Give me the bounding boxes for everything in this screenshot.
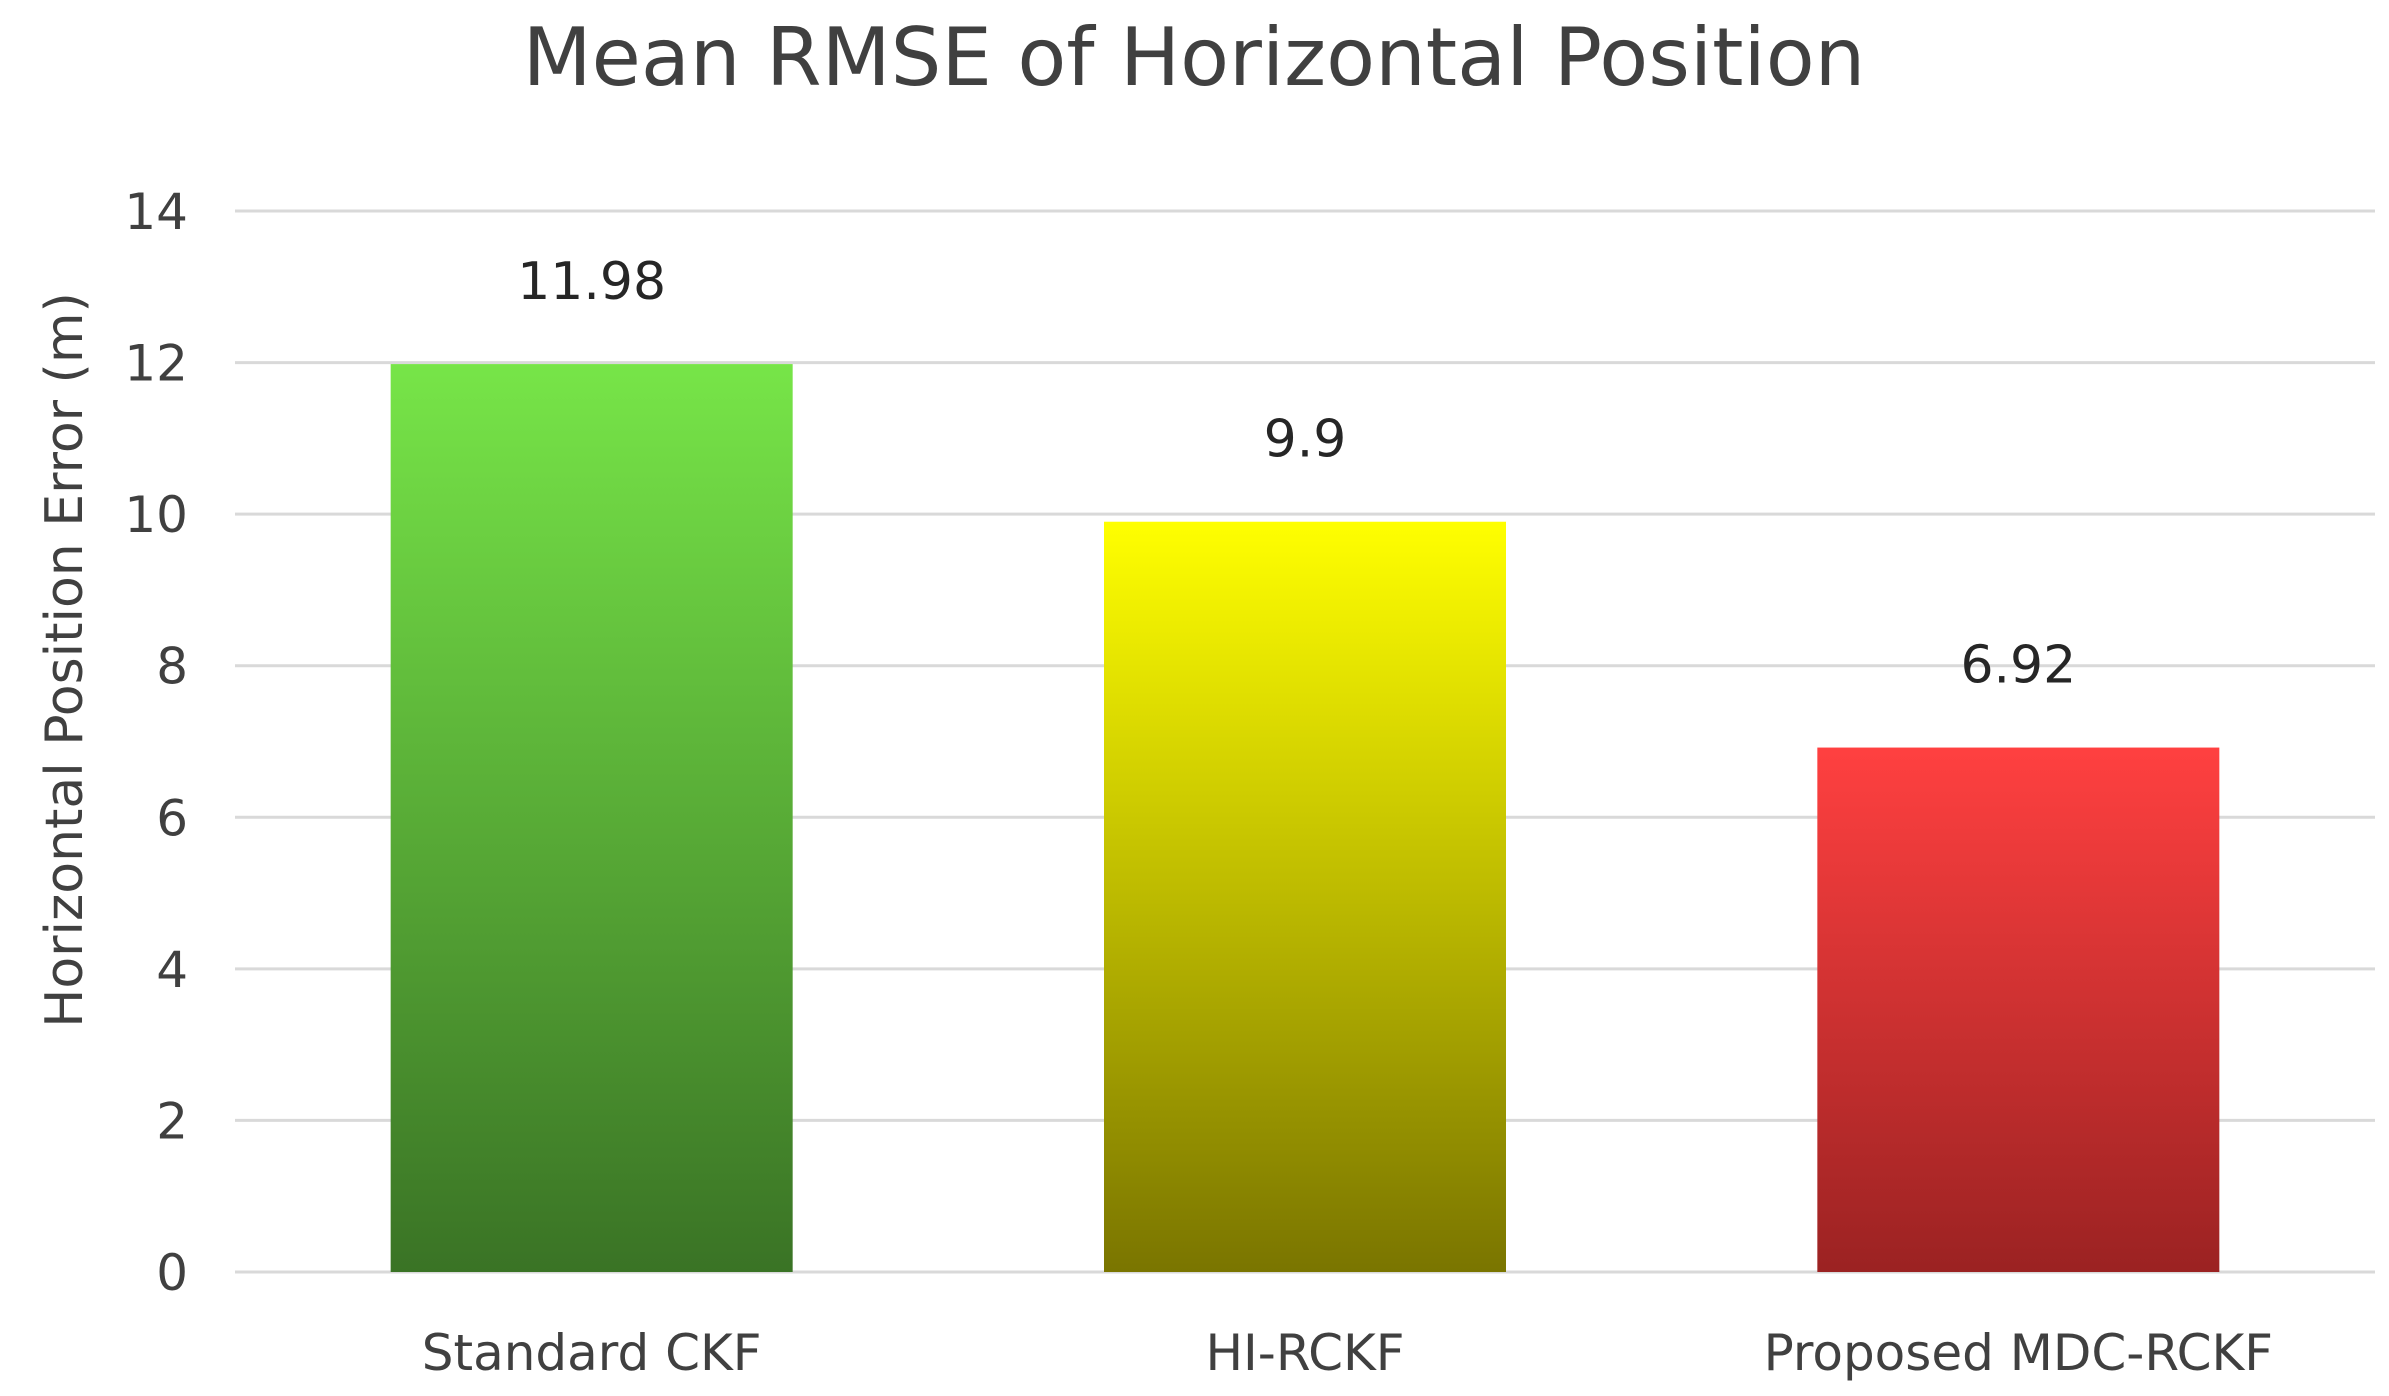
y-tick-label: 6 (156, 789, 188, 847)
y-axis-ticks: 0 2 4 6 8 10 12 14 (124, 183, 188, 1302)
y-tick-label: 8 (156, 638, 188, 696)
y-tick-label: 14 (124, 183, 188, 241)
data-label: 9.9 (1264, 410, 1347, 470)
chart-title: Mean RMSE of Horizontal Position (523, 11, 1866, 104)
x-axis-categories: Standard CKF HI-RCKF Proposed MDC-RCKF (422, 1324, 2273, 1382)
data-label: 6.92 (1960, 636, 2076, 696)
y-tick-label: 0 (156, 1244, 188, 1302)
bar-2 (1104, 521, 1506, 1272)
y-tick-label: 4 (156, 941, 188, 999)
y-tick-label: 10 (124, 486, 188, 544)
y-axis-label: Horizontal Position Error (m) (35, 292, 95, 1028)
data-labels: 11.98 9.9 6.92 (517, 252, 2076, 695)
bars (390, 364, 2220, 1272)
category-label: Proposed MDC-RCKF (1764, 1324, 2273, 1382)
y-tick-label: 12 (124, 335, 188, 393)
category-label: Standard CKF (422, 1324, 762, 1382)
bar-1 (390, 364, 793, 1272)
bar-3 (1817, 747, 2220, 1272)
data-label: 11.98 (517, 252, 666, 312)
category-label: HI-RCKF (1205, 1324, 1404, 1382)
y-tick-label: 2 (156, 1092, 188, 1150)
